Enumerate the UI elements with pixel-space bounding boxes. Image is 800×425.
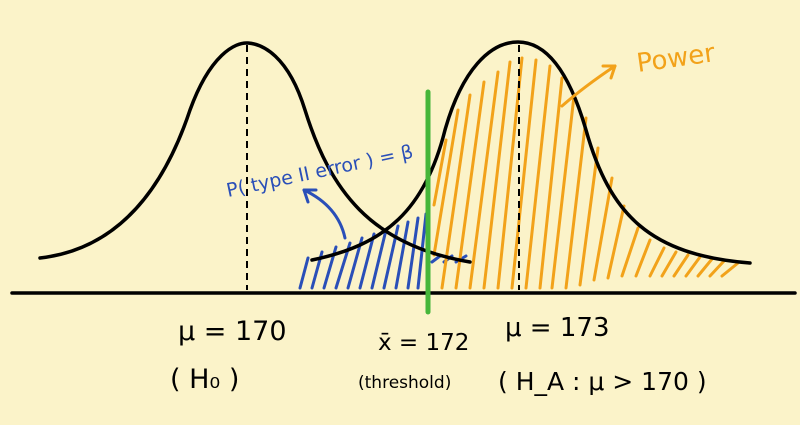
beta-arrow bbox=[302, 188, 347, 240]
power-arrow bbox=[560, 64, 617, 108]
alternative-distribution-curve bbox=[310, 40, 752, 265]
null-hypothesis-label: ( H₀ ) bbox=[170, 364, 239, 395]
null-mean-label: μ = 170 bbox=[178, 316, 287, 347]
power-label: Power bbox=[635, 38, 717, 79]
alternative-hypothesis-label: ( H_A : μ > 170 ) bbox=[498, 367, 707, 396]
power-hatching bbox=[432, 56, 740, 290]
beta-hatching bbox=[298, 212, 468, 290]
alternative-mean-label: μ = 173 bbox=[505, 313, 609, 343]
null-distribution-curve bbox=[38, 41, 472, 264]
threshold-word-label: (threshold) bbox=[358, 373, 451, 393]
threshold-value-label: x̄ = 172 bbox=[378, 330, 469, 356]
